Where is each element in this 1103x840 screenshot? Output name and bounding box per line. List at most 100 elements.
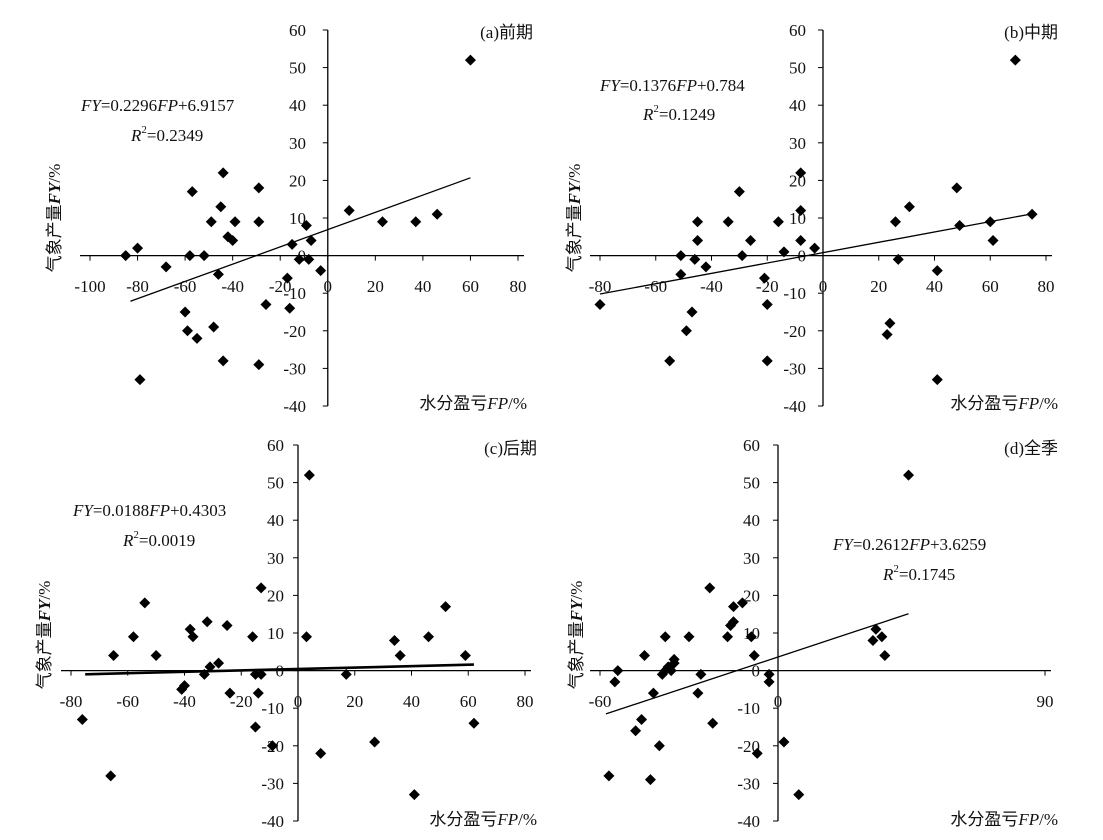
data-point — [722, 631, 734, 643]
data-point — [675, 250, 687, 262]
data-point — [369, 736, 381, 748]
data-point — [284, 302, 296, 314]
data-point — [388, 635, 400, 647]
y-tick-label: 10 — [289, 209, 306, 228]
data-point — [675, 268, 687, 280]
r-squared: R2=0.1249 — [642, 103, 715, 124]
x-tick-label: 40 — [414, 277, 431, 296]
y-tick-label: 30 — [289, 134, 306, 153]
data-point — [410, 216, 422, 228]
y-tick-label: 60 — [743, 436, 760, 455]
data-point — [809, 242, 821, 254]
data-point — [394, 650, 406, 662]
r-squared: R2=0.0019 — [122, 529, 195, 550]
r-squared: R2=0.2349 — [130, 124, 203, 145]
panel-title: (d)全季 — [1004, 439, 1058, 458]
y-tick-label: 40 — [267, 511, 284, 530]
chart-panel-3: -40-30-20-100102030405060-80-60-40-20020… — [35, 436, 537, 831]
panel-title: (c)后期 — [484, 439, 537, 458]
data-point — [733, 186, 745, 198]
y-tick-label: 50 — [289, 59, 306, 78]
data-point — [728, 601, 739, 613]
y-tick-label: -40 — [283, 397, 306, 416]
y-tick-label: 20 — [267, 586, 284, 605]
y-tick-label: 0 — [752, 662, 761, 681]
data-point — [120, 250, 132, 262]
x-tick-label: 80 — [1038, 277, 1055, 296]
data-point — [224, 687, 236, 699]
data-point — [300, 220, 312, 232]
y-axis-label: 气象产量FY/% — [45, 164, 64, 273]
data-point — [639, 650, 650, 662]
data-point — [594, 298, 606, 310]
x-tick-label: 60 — [982, 277, 999, 296]
data-point — [266, 740, 278, 752]
data-point — [951, 182, 963, 194]
data-point — [772, 216, 784, 228]
regression-equation: FY=0.1376FP+0.784 — [599, 76, 745, 95]
y-tick-label: -10 — [283, 284, 306, 303]
data-point — [315, 747, 327, 759]
data-point — [205, 216, 217, 228]
data-point — [215, 201, 227, 213]
y-tick-label: 30 — [267, 549, 284, 568]
data-point — [881, 329, 893, 341]
data-point — [892, 253, 904, 265]
data-point — [213, 657, 225, 669]
data-point — [763, 676, 775, 688]
r-squared: R2=0.1745 — [882, 563, 955, 584]
data-point — [252, 687, 264, 699]
data-point — [876, 631, 888, 643]
x-tick-label: -40 — [221, 277, 244, 296]
x-tick-label: -40 — [173, 692, 196, 711]
data-point — [761, 355, 773, 367]
regression-equation: FY=0.0188FP+0.4303 — [72, 501, 226, 520]
x-tick-label: 20 — [367, 277, 384, 296]
data-point — [255, 582, 267, 594]
data-point — [745, 235, 757, 247]
y-tick-label: 60 — [289, 21, 306, 40]
data-point — [748, 650, 760, 662]
data-point — [260, 298, 272, 310]
data-point — [253, 359, 265, 371]
data-point — [468, 717, 480, 729]
data-point — [793, 789, 805, 801]
data-point — [253, 182, 265, 194]
data-point — [636, 713, 648, 725]
data-point — [668, 657, 680, 669]
data-point — [884, 317, 896, 329]
data-point — [217, 355, 229, 367]
panel-title: (b)中期 — [1004, 23, 1058, 42]
data-point — [281, 272, 293, 284]
data-point — [707, 717, 719, 729]
data-point — [179, 306, 191, 318]
trend-line — [85, 663, 474, 676]
data-point — [303, 253, 315, 265]
regression-equation: FY=0.2296FP+6.9157 — [80, 96, 235, 115]
y-tick-label: -40 — [737, 812, 760, 831]
x-tick-label: -60 — [174, 277, 197, 296]
data-point — [201, 616, 213, 628]
data-point — [253, 216, 265, 228]
y-tick-label: -30 — [283, 359, 306, 378]
y-tick-label: 60 — [789, 21, 806, 40]
data-point — [217, 167, 229, 179]
y-tick-label: -10 — [783, 284, 806, 303]
y-tick-label: -30 — [783, 359, 806, 378]
y-tick-label: 20 — [743, 586, 760, 605]
trend-line — [605, 613, 909, 715]
x-tick-label: 20 — [346, 692, 363, 711]
data-point — [695, 668, 707, 680]
data-point — [186, 186, 198, 198]
data-point — [647, 687, 659, 699]
data-point — [664, 355, 676, 367]
data-point — [728, 616, 739, 628]
data-point — [303, 469, 315, 481]
data-point — [376, 216, 388, 228]
y-tick-label: 30 — [789, 134, 806, 153]
data-point — [644, 774, 656, 786]
data-point — [903, 201, 915, 213]
y-tick-label: 50 — [267, 474, 284, 493]
y-tick-label: 10 — [267, 624, 284, 643]
data-point — [795, 167, 807, 179]
